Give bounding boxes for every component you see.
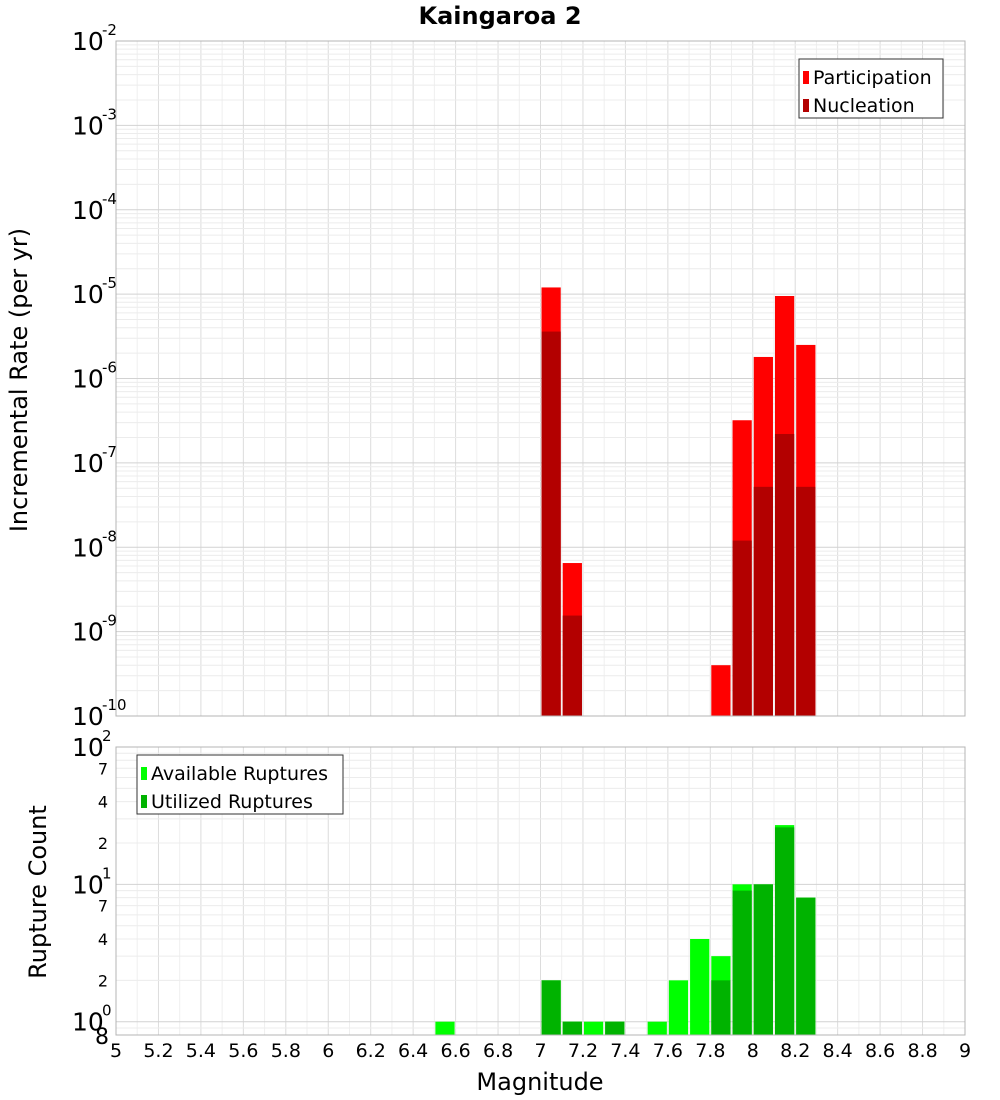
y-minor-tick-label: 4 [98,930,108,949]
y-tick-label-base: 10 [72,702,104,731]
bar-utilized-ruptures [753,884,773,1035]
x-tick-label: 7.2 [568,1040,598,1062]
y-tick-label-base: 10 [72,27,104,56]
x-tick-label: 5.4 [186,1040,216,1062]
x-tick-label: 6.4 [398,1040,428,1062]
y-minor-tick-label: 2 [98,834,108,853]
bar-available-ruptures [668,980,689,1035]
bar-available-ruptures [647,1021,667,1035]
y-tick-label-base: 10 [72,533,104,562]
legend-swatch-nucleation [803,99,809,112]
y-tick-label-base: 10 [72,733,104,762]
y-tick-label-base: 10 [72,365,104,394]
x-tick-label: 5.6 [228,1040,258,1062]
y-tick-label-exponent: 0 [102,1002,112,1020]
y-tick-label-base: 10 [72,618,104,647]
x-tick-label: 8.4 [823,1040,853,1062]
x-tick-label: 7.8 [695,1040,725,1062]
x-tick-label: 5.2 [143,1040,173,1062]
bar-available-ruptures [583,1021,604,1035]
x-tick-label: 7.6 [653,1040,683,1062]
y-tick-label-exponent: -10 [102,696,127,714]
legend-box [136,754,344,815]
y-tick-label-base: 10 [72,280,104,309]
chart-title: Kaingaroa 2 [418,2,581,30]
bar-utilized-ruptures [562,1021,582,1035]
x-tick-label: 8.8 [907,1040,937,1062]
y-tick-label-base: 10 [72,870,104,899]
y-minor-tick-label: 7 [98,759,108,778]
legend-swatch-participation [803,71,809,84]
plot-border [115,40,966,717]
x-tick-label: 5 [110,1040,122,1062]
top-plot-panel: 10-1010-910-810-710-610-510-410-310-2Par… [72,21,966,731]
x-axis-label: Magnitude [476,1068,603,1096]
x-tick-label: 5.8 [271,1040,301,1062]
y-tick-label-base: 10 [72,449,104,478]
y-tick-label-base: 10 [72,1008,104,1037]
bar-utilized-ruptures [605,1021,625,1035]
x-tick-label: 8.2 [780,1040,810,1062]
legend-label-participation: Participation [813,67,932,89]
x-tick-label: 6.2 [356,1040,386,1062]
legend-box [798,58,944,119]
x-tick-label: 6 [322,1040,334,1062]
x-tick-label: 8 [747,1040,759,1062]
x-tick-label: 8.6 [865,1040,895,1062]
y-tick-label-exponent: -3 [102,105,117,123]
bar-nucleation [732,540,752,716]
x-tick-label: 6.8 [483,1040,513,1062]
y-tick-label-exponent: -5 [102,274,117,292]
y-minor-tick-label: 2 [98,971,108,990]
y-tick-label-base: 10 [72,111,104,140]
bar-utilized-ruptures [796,897,816,1035]
y-tick-label-exponent: -8 [102,527,117,545]
bar-available-ruptures [435,1021,455,1035]
bar-participation [711,665,731,716]
legend-swatch-utilized-ruptures [141,795,147,808]
bar-utilized-ruptures [711,980,731,1035]
y-tick-label-exponent: 2 [102,727,112,745]
y-tick-label-exponent: -2 [102,21,117,39]
x-tick-label: 7.4 [610,1040,640,1062]
bar-nucleation [774,433,795,716]
bar-nucleation [562,615,582,716]
y-minor-tick-label: 8 [95,1025,109,1050]
x-tick-label: 6.6 [440,1040,470,1062]
bar-available-ruptures [690,939,710,1035]
legend: Available Ruptures Utilized Ruptures [136,754,344,815]
plot-border [115,746,966,1036]
y-minor-tick-label: 7 [98,897,108,916]
y-tick-label-exponent: -7 [102,443,117,461]
top-y-axis-label: Incremental Rate (per yr) [5,228,33,532]
y-tick-label-exponent: -6 [102,359,117,377]
y-tick-label-exponent: -4 [102,190,117,208]
legend-label-available-ruptures: Available Ruptures [151,763,328,785]
bar-utilized-ruptures [732,890,752,1035]
y-tick-label-exponent: -9 [102,612,117,630]
legend-label-utilized-ruptures: Utilized Ruptures [151,791,313,813]
bar-nucleation [753,486,773,716]
legend: Participation Nucleation [798,58,944,119]
bar-nucleation [541,331,561,716]
legend-label-nucleation: Nucleation [813,95,915,117]
bottom-y-axis-label: Rupture Count [24,805,52,979]
y-tick-label-exponent: 1 [102,864,112,882]
bar-utilized-ruptures [541,980,561,1035]
legend-swatch-available-ruptures [141,767,147,780]
y-tick-label-base: 10 [72,196,104,225]
y-minor-tick-label: 4 [98,793,108,812]
bar-utilized-ruptures [774,827,795,1035]
x-tick-label: 7 [534,1040,546,1062]
bar-nucleation [796,486,816,716]
x-tick-label: 9 [959,1040,971,1062]
